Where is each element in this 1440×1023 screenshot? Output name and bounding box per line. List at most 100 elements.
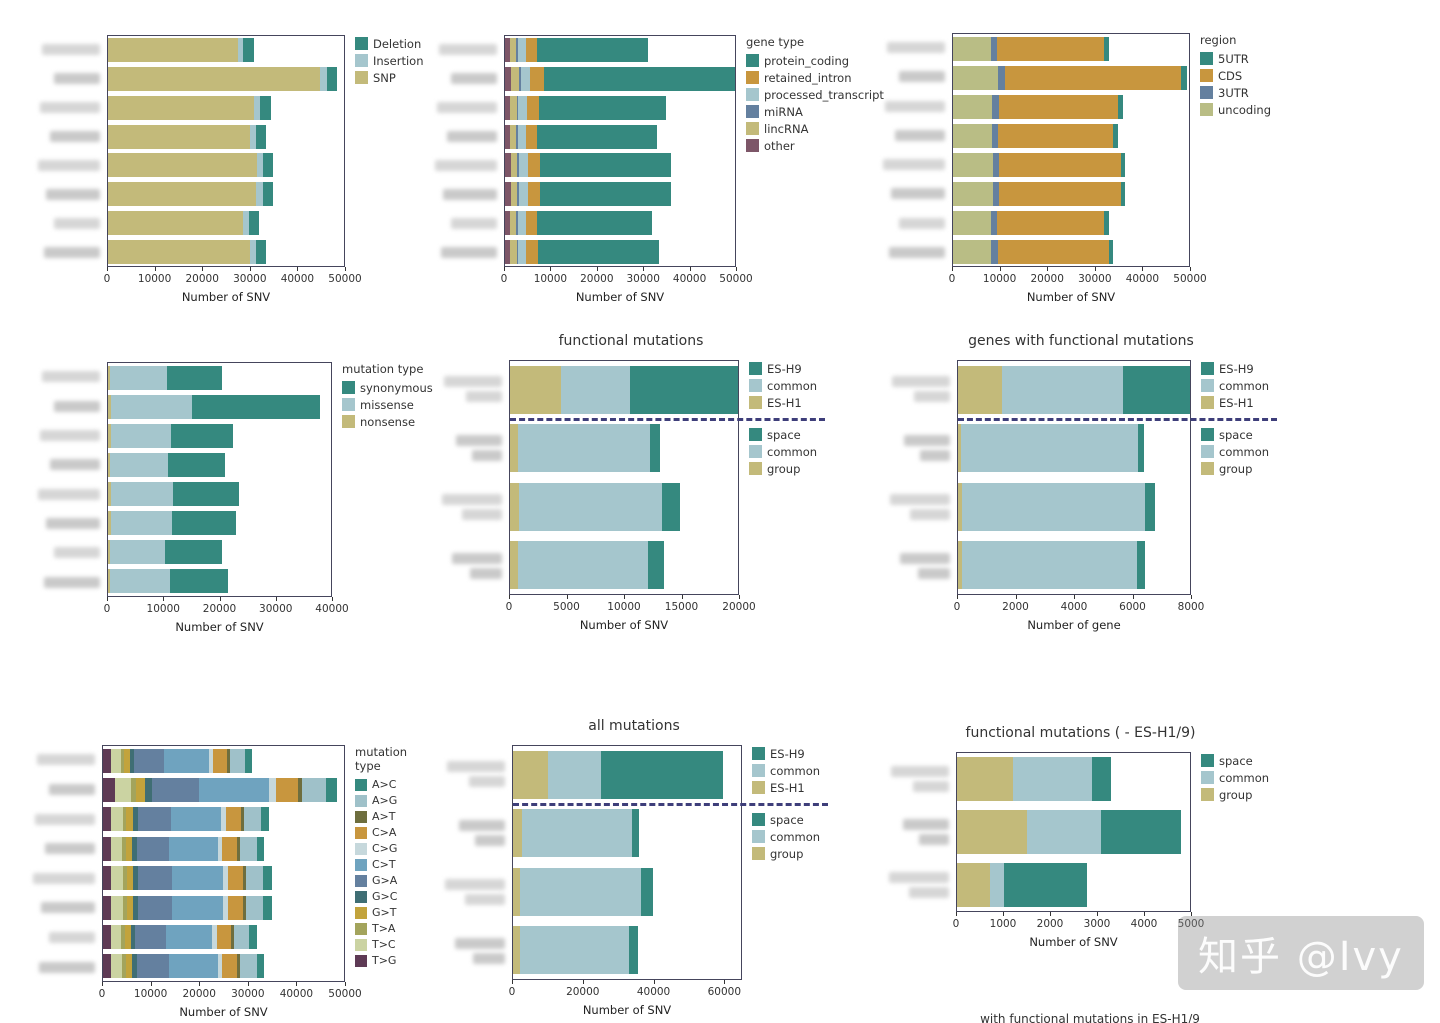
panel-genes-functional-mutations: genes with functional mutations 0 2000 400…: [885, 333, 1277, 632]
legend: ES-H9 common ES-H1 space common group: [749, 360, 817, 477]
segment-CDS: [998, 94, 1119, 119]
legend-item: T>C: [355, 937, 407, 953]
segment-space: [1138, 424, 1144, 473]
segment-lincRNA: [510, 153, 518, 178]
segment-protein_coding: [544, 67, 735, 92]
segment-Deletion: [262, 182, 274, 207]
bar-stack: [505, 95, 735, 120]
censored-text-block: [42, 371, 100, 383]
x-tick: [202, 267, 204, 271]
segment-retained_intron: [525, 38, 537, 63]
bar-stack: [108, 210, 344, 235]
segment-T>G: [103, 807, 112, 832]
dashed-divider: [510, 417, 825, 421]
bar: [505, 151, 735, 180]
segment-G>T: [124, 924, 131, 949]
bar: [957, 806, 1190, 859]
censored-text-block: [899, 217, 945, 229]
censored-text-block: [46, 189, 100, 200]
x-tick-label: 3000: [1083, 918, 1111, 930]
legend-group: region 5UTR CDS 3UTR uncoding: [1200, 33, 1271, 118]
segment-A>T: [242, 866, 247, 891]
legend-item: SNP: [355, 69, 424, 86]
segment-T>A: [122, 954, 126, 979]
segment-A>C: [263, 895, 272, 920]
y-axis-censored-labels: [434, 360, 509, 595]
bar: [510, 536, 738, 594]
segment-missense: [110, 365, 167, 390]
legend-label: 5UTR: [1218, 51, 1249, 66]
segment-lincRNA: [510, 124, 517, 149]
segment-lincRNA: [510, 67, 519, 92]
x-tick-label: 40000: [280, 273, 315, 285]
segment-Deletion: [260, 95, 271, 120]
bar: [505, 209, 735, 238]
x-tick: [653, 980, 655, 984]
x-tick: [249, 267, 251, 271]
censored-y-label: [434, 360, 502, 419]
legend-swatch: [1201, 754, 1214, 767]
bar: [103, 922, 344, 951]
segment-5UTR: [1113, 123, 1119, 148]
bar: [108, 509, 331, 538]
censored-text-block: [49, 932, 95, 944]
x-tick: [596, 267, 598, 271]
segment-ES-H1: [510, 366, 562, 415]
legend-swatch: [355, 922, 367, 935]
legend-group: ES-H9 common ES-H1: [1201, 360, 1269, 411]
legend-swatch: [355, 938, 367, 951]
segment-common: [1026, 810, 1102, 854]
legend-label: C>G: [372, 842, 398, 856]
legend-label: G>T: [372, 906, 397, 920]
x-tick: [566, 595, 568, 599]
dashed-divider: [958, 417, 1277, 421]
censored-text-block: [913, 780, 949, 792]
segment-C>A: [227, 895, 243, 920]
legend-item: CDS: [1200, 67, 1271, 84]
legend-label: G>A: [372, 874, 398, 888]
legend-item: group: [749, 460, 817, 477]
censored-text-block: [54, 73, 100, 84]
segment-synonymous: [170, 423, 234, 448]
segment-A>T: [226, 748, 230, 773]
segment-A>C: [256, 954, 265, 979]
segment-uncoding: [953, 239, 992, 264]
bar-stack: [108, 511, 331, 536]
plot-area: [102, 745, 345, 982]
segment-protein_coding: [536, 38, 648, 63]
segment-processed_transcript: [517, 210, 526, 235]
censored-y-label: [434, 419, 502, 478]
segment-SNP: [108, 182, 257, 207]
segment-C>A: [217, 924, 231, 949]
x-tick-label: 0: [98, 988, 106, 1000]
legend-item: T>G: [355, 953, 407, 969]
censored-y-label: [885, 419, 950, 478]
segment-C>A: [225, 807, 241, 832]
legend-item: ES-H1: [752, 779, 820, 796]
segment-Deletion: [255, 124, 267, 149]
segment-common: [519, 482, 662, 531]
segment-processed_transcript: [519, 153, 528, 178]
censored-y-label: [891, 179, 945, 208]
segment-C>A: [213, 748, 227, 773]
segment-T>C: [111, 895, 124, 920]
legend-item: protein_coding: [746, 52, 884, 69]
bar-stack: [103, 778, 344, 803]
legend-label: 3UTR: [1218, 85, 1249, 100]
segment-C>G: [217, 954, 223, 979]
segment-G>A: [152, 778, 199, 803]
x-tick: [957, 595, 958, 599]
censored-y-label: [447, 122, 497, 151]
segment-uncoding: [953, 65, 998, 90]
censored-y-label: [896, 209, 945, 238]
bar-stack: [953, 210, 1189, 235]
segment-nonsense: [108, 482, 111, 507]
segment-SNP: [108, 153, 257, 178]
legend-label: Insertion: [373, 53, 424, 68]
segment-CDS: [999, 152, 1121, 177]
legend-item: T>A: [355, 921, 407, 937]
x-tick-label: 0: [500, 273, 508, 285]
censored-text-block: [37, 754, 95, 766]
censored-y-label: [50, 122, 100, 151]
x-tick: [1050, 912, 1051, 916]
